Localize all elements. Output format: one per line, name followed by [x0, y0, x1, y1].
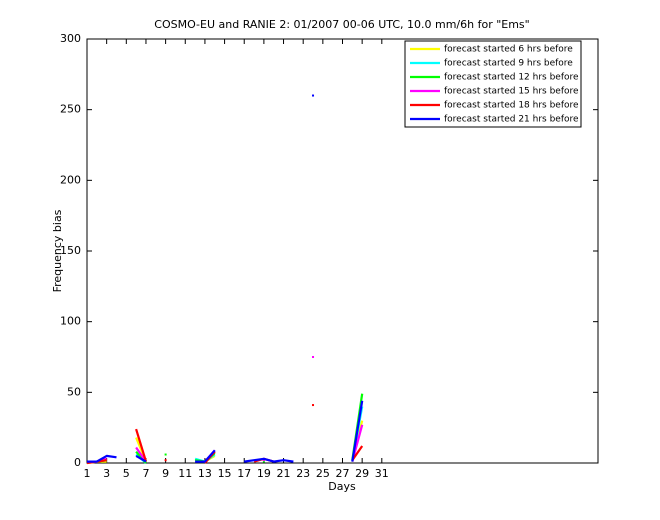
y-tick-label: 0 [74, 456, 81, 469]
x-tick-label: 3 [103, 467, 110, 480]
series-line [195, 449, 216, 463]
legend-label: forecast started 18 hrs before [444, 101, 579, 111]
legend-label: forecast started 12 hrs before [444, 73, 579, 83]
x-tick-label: 25 [316, 467, 330, 480]
x-tick-label: 29 [355, 467, 369, 480]
series-line [87, 454, 117, 463]
y-tick-label: 150 [60, 244, 81, 257]
x-tick-label: 1 [84, 467, 91, 480]
y-axis-label: Frequency bias [51, 209, 64, 292]
legend: forecast started 6 hrs before forecast st… [404, 40, 582, 128]
data-point [312, 404, 315, 407]
x-tick-label: 15 [218, 467, 232, 480]
data-point [262, 460, 265, 463]
x-tick-label: 11 [178, 467, 192, 480]
legend-label: forecast started 6 hrs before [444, 45, 573, 55]
y-tick-label: 200 [60, 173, 81, 186]
legend-label: forecast started 9 hrs before [444, 59, 573, 69]
legend-box [404, 40, 582, 128]
data-point [164, 453, 167, 456]
x-tick-label: 7 [142, 467, 149, 480]
series-line [244, 457, 294, 463]
chart-title: COSMO-EU and RANIE 2: 01/2007 00-06 UTC,… [154, 18, 529, 31]
data-point [312, 356, 315, 358]
series-line [351, 400, 364, 462]
x-tick-label: 27 [336, 467, 350, 480]
data-point [262, 459, 265, 462]
x-tick-label: 5 [123, 467, 130, 480]
y-tick-label: 100 [60, 315, 81, 328]
legend-label: forecast started 15 hrs before [444, 87, 579, 97]
x-tick-label: 21 [277, 467, 291, 480]
x-tick-label: 17 [237, 467, 251, 480]
x-axis-label: Days [328, 480, 356, 493]
series-line [135, 454, 147, 463]
data-point [312, 94, 315, 97]
x-tick-label: 23 [296, 467, 310, 480]
x-tick-label: 9 [162, 467, 169, 480]
legend-label: forecast started 21 hrs before [444, 115, 579, 125]
data-point [164, 459, 167, 462]
x-tick-label: 13 [198, 467, 212, 480]
y-tick-label: 50 [67, 385, 81, 398]
y-tick-label: 300 [60, 32, 81, 45]
series-line [135, 428, 148, 462]
x-tick-label: 31 [375, 467, 389, 480]
x-tick-label: 19 [257, 467, 271, 480]
y-tick-label: 250 [60, 103, 81, 116]
